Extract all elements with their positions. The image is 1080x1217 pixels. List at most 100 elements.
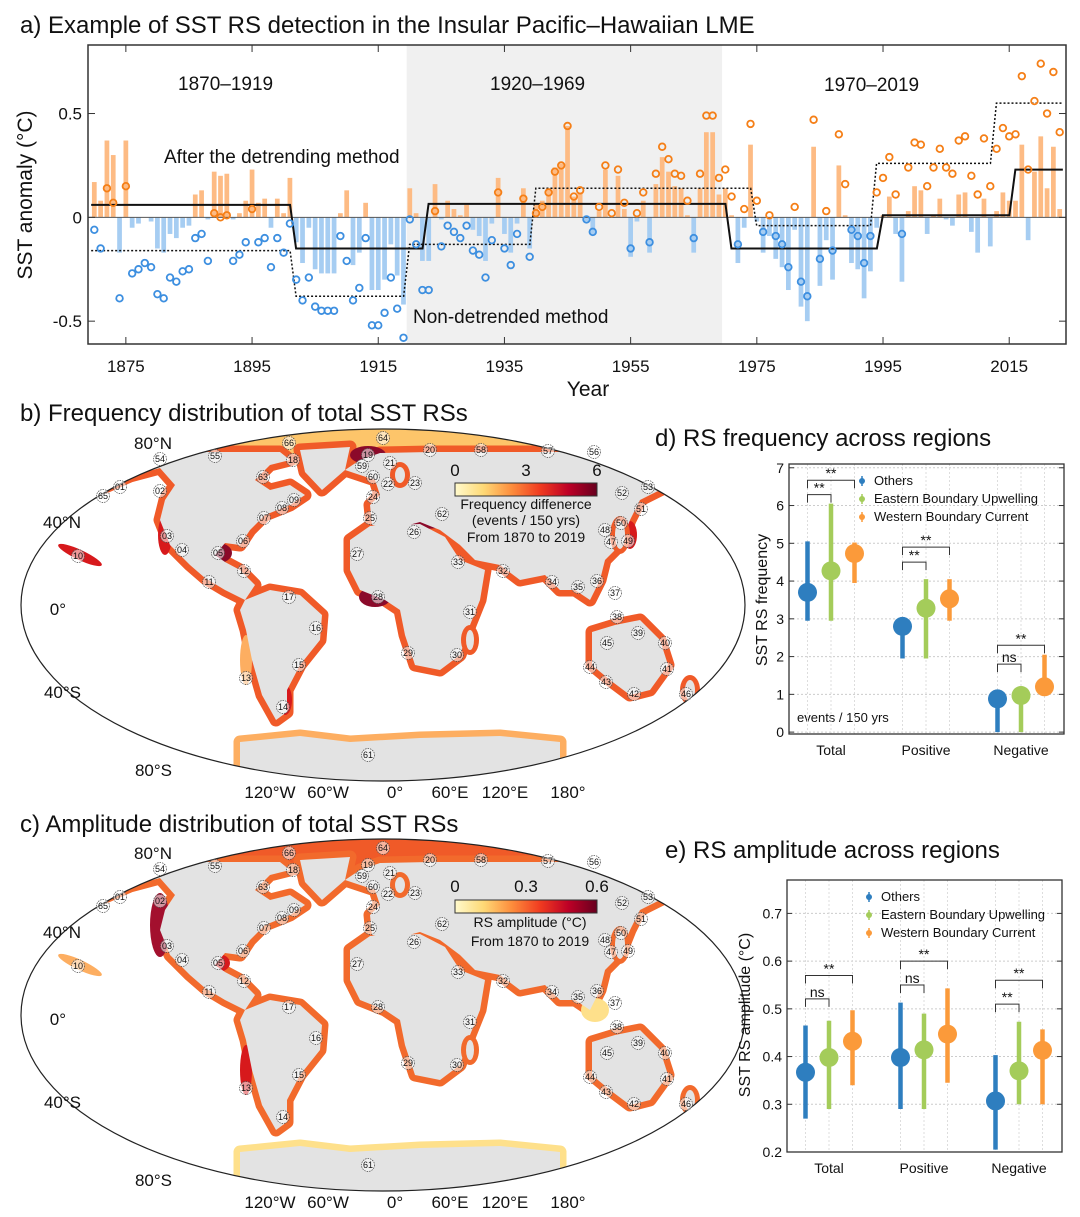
point-2019	[1030, 96, 1039, 106]
point-1893	[235, 250, 244, 259]
lme-marker	[257, 511, 271, 525]
bar-1892	[230, 217, 236, 220]
bar-1993	[868, 217, 873, 272]
lme-label: 10	[73, 551, 83, 561]
significance-label: **	[824, 960, 835, 976]
lme-label: 62	[437, 509, 447, 519]
legend-label: Others	[874, 473, 914, 488]
dot-2-1	[940, 589, 959, 609]
lme-marker	[71, 549, 85, 563]
lme-label: 28	[373, 592, 383, 602]
point-1949	[588, 227, 597, 237]
plot-frame	[788, 463, 1065, 735]
colorbar-gradient	[454, 899, 598, 914]
point-1939	[525, 252, 534, 261]
colorbar-label: RS amplitude (°C)	[474, 914, 587, 930]
significance-bracket	[900, 960, 948, 970]
lme-label: 08	[277, 913, 287, 923]
point-1959	[651, 169, 661, 178]
lme-label: 45	[602, 1048, 612, 1058]
legend-label: Western Boundary Current	[874, 509, 1029, 524]
bar-1992	[861, 217, 867, 299]
lme-label: 01	[115, 892, 125, 902]
land-greenland	[300, 857, 350, 900]
lme-marker	[361, 858, 375, 872]
point-1921	[411, 240, 421, 249]
lme-marker	[463, 605, 477, 619]
bar-1977	[767, 217, 772, 237]
lme-label: 48	[600, 935, 610, 945]
lme-marker	[366, 490, 380, 504]
bar-1903	[300, 217, 305, 264]
lme-label: 48	[600, 525, 610, 535]
lme-label: 61	[363, 750, 373, 760]
bar-1920	[407, 188, 413, 218]
significance-bracket	[902, 561, 927, 571]
lme-label: 25	[365, 923, 375, 933]
bar-2012	[987, 217, 993, 247]
bar-1943	[552, 167, 558, 218]
lme-label: 32	[498, 566, 508, 576]
land-africa	[350, 934, 485, 1080]
bar-1991	[855, 217, 861, 270]
lme-marker	[376, 431, 390, 445]
point-2007	[954, 136, 963, 145]
units-note: events / 150 yrs	[797, 710, 889, 725]
island	[395, 877, 405, 893]
lme-label: 09	[289, 495, 299, 505]
lme-marker	[679, 687, 693, 701]
lme-label: 30	[452, 1060, 462, 1070]
land-africa	[350, 524, 485, 670]
bar-2007	[956, 194, 962, 218]
lme-marker	[282, 436, 296, 450]
bar-2016	[1013, 200, 1018, 218]
point-1881	[159, 294, 168, 303]
point-1923	[424, 285, 433, 295]
lme-marker	[590, 984, 604, 998]
lme-label: 33	[453, 557, 463, 567]
bar-1927	[451, 209, 457, 218]
lme-label: 41	[662, 664, 672, 674]
lme-marker	[292, 1068, 306, 1082]
plot-frame	[786, 879, 1063, 1153]
bar-1915	[375, 217, 381, 291]
lme-marker	[571, 990, 585, 1004]
lme-label: 31	[465, 607, 475, 617]
lme-marker	[583, 1070, 597, 1084]
point-2009	[967, 171, 976, 181]
longitude-label: 120°W	[244, 1193, 295, 1212]
bar-1974	[748, 144, 753, 218]
lme-marker	[604, 535, 618, 549]
category-label: Total	[814, 1160, 844, 1176]
bar-1997	[893, 217, 899, 234]
lme-marker	[361, 1158, 375, 1172]
lme-label: 42	[629, 689, 639, 699]
lme-marker	[275, 911, 289, 925]
land-greenland	[300, 447, 350, 490]
bar-2020	[1038, 136, 1044, 218]
latitude-label: 80°N	[134, 844, 172, 863]
point-1894	[241, 238, 250, 247]
bar-1896	[255, 202, 261, 218]
bar-1879	[148, 217, 154, 222]
x-axis-label: Year	[567, 378, 609, 401]
bar-1907	[325, 217, 331, 274]
bar-1880	[155, 217, 160, 249]
lme-marker	[660, 662, 674, 676]
point-1951	[601, 161, 610, 170]
land-north-america	[105, 862, 305, 1010]
lme-label: 16	[311, 1033, 321, 1043]
lme-marker	[113, 890, 127, 904]
lme-label: 58	[476, 855, 486, 865]
lme-label: 02	[155, 896, 165, 906]
lme-label: 29	[403, 648, 413, 658]
lme-marker	[423, 853, 437, 867]
point-1941	[538, 202, 547, 212]
lme-marker	[236, 534, 250, 548]
bar-1984	[811, 146, 816, 218]
lme-marker	[361, 748, 375, 762]
lme-label: 07	[259, 923, 269, 933]
point-2006	[948, 169, 957, 178]
bar-1956	[634, 217, 640, 222]
bar-1951	[603, 169, 608, 218]
